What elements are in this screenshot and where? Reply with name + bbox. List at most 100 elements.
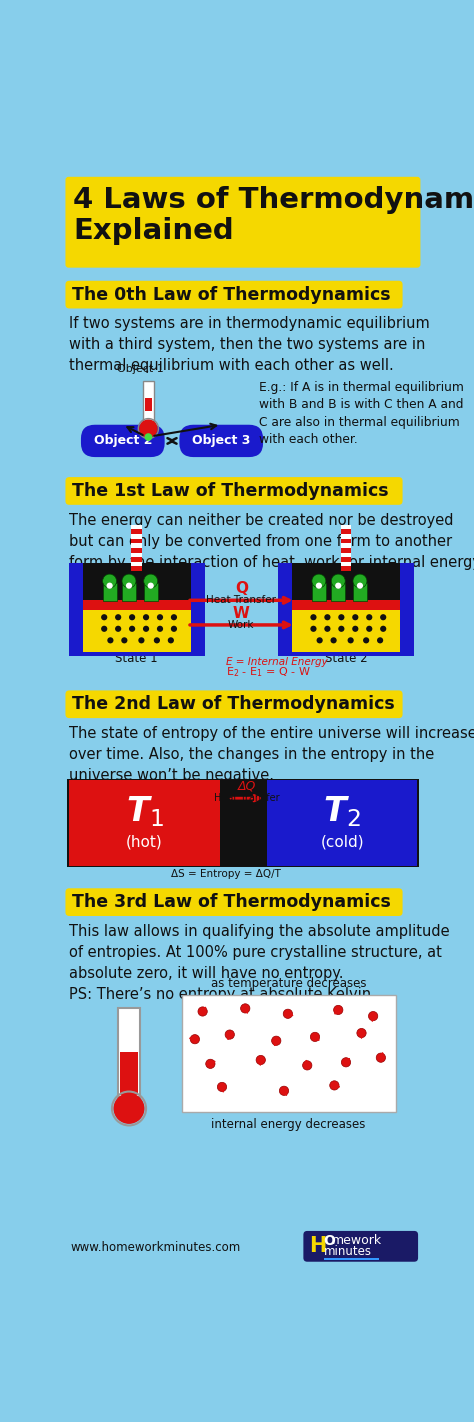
Bar [341,525,351,529]
Bar [69,781,219,866]
Bar [278,563,292,656]
Text: This law allows in qualifying the absolute amplitude
of entropies. At 100% pure : This law allows in qualifying the absolu… [69,924,449,1001]
Bar [131,547,142,553]
Text: E = Internal Energy: E = Internal Energy [226,657,328,667]
Bar [82,606,191,651]
Circle shape [352,614,358,620]
Bar [67,779,419,867]
Bar [191,563,205,656]
Circle shape [366,626,373,631]
Bar [331,583,345,602]
Bar [145,384,152,398]
Circle shape [121,637,128,643]
Bar [341,539,351,543]
FancyBboxPatch shape [65,691,402,718]
Text: The state of entropy of the entire universe will increase
over time. Also, the c: The state of entropy of the entire unive… [69,725,474,782]
Bar [82,600,191,610]
Bar [69,563,82,656]
Circle shape [357,583,363,589]
Bar [131,543,142,547]
Text: O: O [324,1234,336,1249]
Bar [292,606,400,651]
Text: E.g.: If A is in thermal equilibrium
with B and B is with C then A and
C are als: E.g.: If A is in thermal equilibrium wit… [259,381,464,447]
Text: If two systems are in thermodynamic equilibrium
with a third system, then the tw: If two systems are in thermodynamic equi… [69,316,429,373]
Circle shape [138,637,145,643]
Circle shape [279,1086,289,1095]
Circle shape [198,1007,207,1017]
Circle shape [377,637,383,643]
Text: The 0th Law of Thermodynamics: The 0th Law of Thermodynamics [72,286,390,304]
Circle shape [357,1028,366,1038]
Bar [122,583,136,602]
Bar [143,381,154,421]
Circle shape [324,614,330,620]
Bar [278,563,414,656]
Circle shape [107,637,113,643]
Text: T$_1$: T$_1$ [126,793,164,829]
Circle shape [317,637,323,643]
Bar [131,535,142,539]
Circle shape [168,637,174,643]
Bar [341,543,351,547]
Circle shape [218,1082,227,1092]
Bar [131,529,142,535]
Circle shape [330,637,337,643]
Text: mework: mework [332,1234,382,1247]
Bar [69,563,205,656]
Circle shape [302,1061,312,1069]
Circle shape [139,419,158,438]
Bar [400,563,414,656]
Bar [131,553,142,557]
Bar [131,566,142,572]
Circle shape [334,1005,343,1014]
Circle shape [122,574,136,587]
Text: Q: Q [235,582,248,596]
Circle shape [380,626,386,631]
Circle shape [101,614,107,620]
Circle shape [310,626,317,631]
Circle shape [171,626,177,631]
Circle shape [324,626,330,631]
Text: as temperature decreases: as temperature decreases [211,977,366,990]
Bar [131,539,142,543]
Text: T$_2$: T$_2$ [323,793,361,829]
Circle shape [347,637,354,643]
Bar [341,566,351,572]
Text: Object 2: Object 2 [93,434,152,448]
Text: State 2: State 2 [325,651,367,665]
FancyBboxPatch shape [65,176,420,267]
Bar [82,613,191,656]
Circle shape [310,614,317,620]
Bar [131,525,142,529]
FancyBboxPatch shape [303,1231,418,1261]
Circle shape [103,574,117,587]
Circle shape [144,574,158,587]
Circle shape [352,626,358,631]
Circle shape [129,614,135,620]
Text: State 1: State 1 [116,651,158,665]
Circle shape [363,637,369,643]
Circle shape [129,626,135,631]
Text: The 2nd Law of Thermodynamics: The 2nd Law of Thermodynamics [72,695,394,714]
Circle shape [316,583,322,589]
Circle shape [380,614,386,620]
Circle shape [330,1081,339,1091]
Text: H: H [309,1236,326,1256]
Bar [131,562,142,566]
Bar [341,562,351,566]
Circle shape [157,626,163,631]
Circle shape [312,574,326,587]
Circle shape [310,1032,319,1041]
Text: 4 Laws of Thermodynamics
Explained: 4 Laws of Thermodynamics Explained [73,186,474,246]
Circle shape [341,1058,351,1066]
Text: E$_2$ - E$_1$ = Q - W: E$_2$ - E$_1$ = Q - W [226,665,310,678]
FancyBboxPatch shape [65,478,402,505]
Circle shape [272,1037,281,1045]
Circle shape [113,1094,145,1123]
Bar [118,1008,140,1096]
Circle shape [101,626,107,631]
Circle shape [366,614,373,620]
Bar [341,553,351,557]
Text: (cold): (cold) [320,835,364,849]
Text: (hot): (hot) [126,835,163,849]
